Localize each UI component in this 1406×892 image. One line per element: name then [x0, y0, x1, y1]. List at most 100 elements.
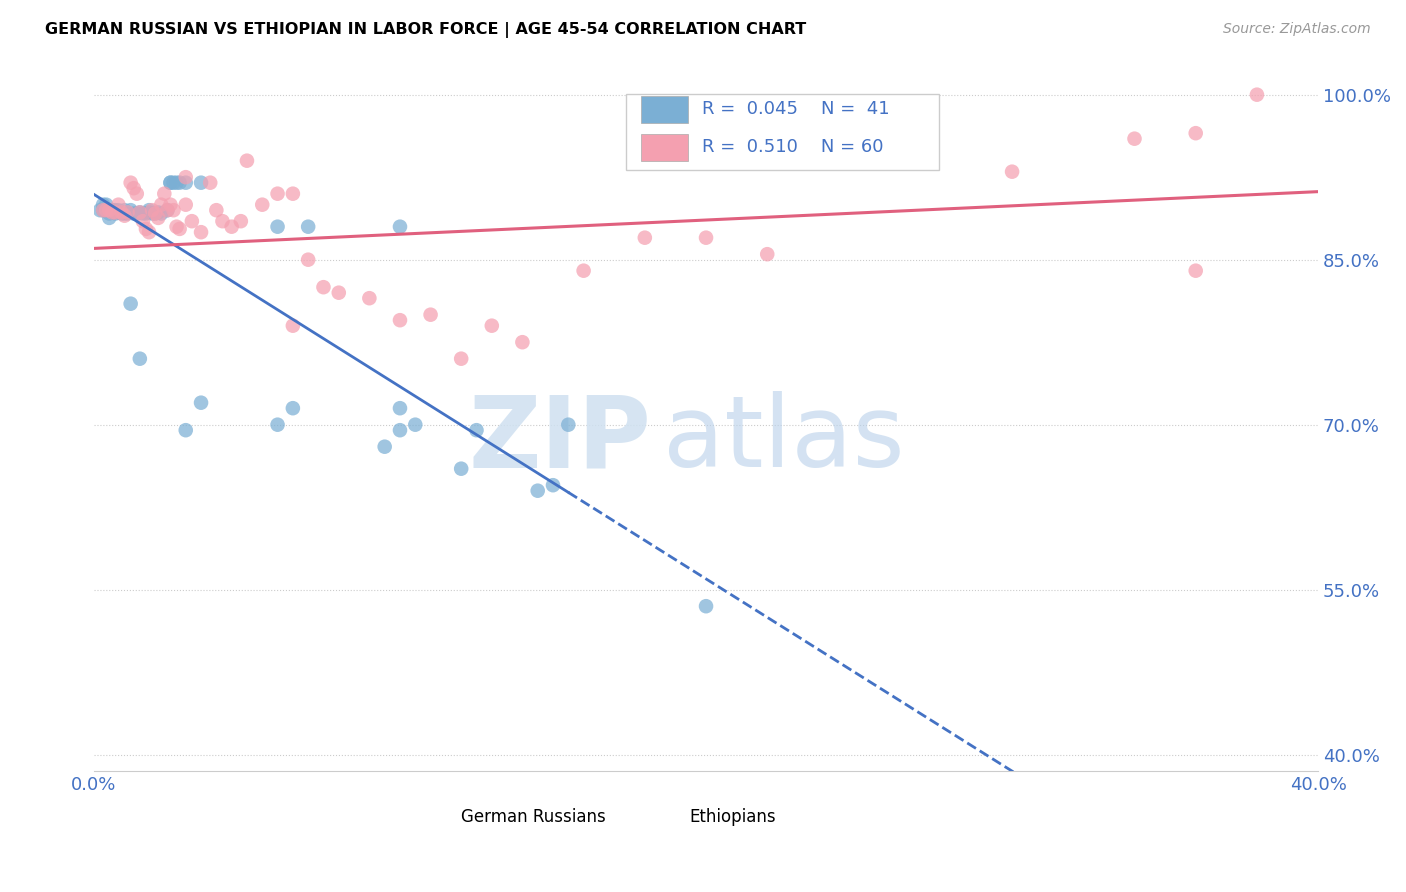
Point [166, 176, 188, 190]
Point [117, 205, 139, 219]
Point [695, 230, 717, 244]
FancyBboxPatch shape [655, 806, 682, 827]
Point [169, 176, 191, 190]
Point [128, 205, 150, 219]
Point [98, 203, 121, 218]
Point [107, 203, 129, 218]
Point [143, 206, 166, 220]
Text: R =  0.045    N =  41: R = 0.045 N = 41 [703, 101, 890, 119]
Text: GERMAN RUSSIAN VS ETHIOPIAN IN LABOR FORCE | AGE 45-54 CORRELATION CHART: GERMAN RUSSIAN VS ETHIOPIAN IN LABOR FOR… [45, 22, 806, 38]
Point [450, 351, 472, 366]
Point [101, 205, 124, 219]
Point [236, 153, 259, 168]
Point [138, 203, 160, 218]
Point [132, 206, 155, 220]
Point [756, 247, 779, 261]
Point [1184, 126, 1206, 140]
Point [98, 203, 121, 218]
Point [328, 285, 350, 300]
Point [141, 206, 163, 220]
Text: ZIP: ZIP [468, 392, 651, 488]
Point [138, 225, 160, 239]
Point [135, 206, 157, 220]
Point [107, 205, 129, 219]
Point [252, 197, 274, 211]
Point [419, 308, 441, 322]
Point [312, 280, 335, 294]
Point [266, 417, 288, 432]
Point [174, 197, 197, 211]
Point [91, 197, 114, 211]
FancyBboxPatch shape [427, 806, 454, 827]
Point [153, 186, 176, 201]
Point [110, 205, 132, 219]
Point [205, 203, 228, 218]
Point [114, 206, 136, 220]
Text: German Russians: German Russians [461, 807, 606, 826]
Point [481, 318, 503, 333]
Point [96, 197, 118, 211]
Point [526, 483, 548, 498]
Point [465, 423, 488, 437]
Point [266, 219, 288, 234]
Point [1184, 263, 1206, 277]
Point [120, 176, 142, 190]
Point [174, 423, 197, 437]
Point [125, 206, 148, 220]
Point [229, 214, 252, 228]
Point [180, 214, 202, 228]
Point [162, 203, 184, 218]
Point [104, 203, 127, 218]
Point [120, 203, 142, 218]
Point [122, 206, 145, 220]
Text: Ethiopians: Ethiopians [689, 807, 776, 826]
Point [156, 203, 179, 218]
Point [572, 263, 595, 277]
Point [91, 203, 114, 218]
Point [211, 214, 233, 228]
Point [138, 205, 160, 219]
Point [174, 176, 197, 190]
Point [190, 395, 212, 409]
Point [122, 181, 145, 195]
Point [114, 209, 136, 223]
Point [557, 417, 579, 432]
Point [404, 417, 426, 432]
Point [174, 170, 197, 185]
Point [110, 206, 132, 220]
Point [266, 186, 288, 201]
Point [101, 203, 124, 218]
Point [135, 222, 157, 236]
Point [141, 203, 163, 218]
Point [450, 461, 472, 475]
Point [388, 423, 411, 437]
Point [117, 206, 139, 220]
FancyBboxPatch shape [627, 94, 939, 169]
Point [879, 143, 901, 157]
Point [169, 222, 191, 236]
Point [297, 252, 319, 267]
Point [150, 197, 173, 211]
Point [96, 203, 118, 218]
Point [125, 186, 148, 201]
Point [221, 219, 243, 234]
Point [297, 219, 319, 234]
Point [159, 176, 181, 190]
Point [91, 203, 114, 218]
Point [148, 205, 170, 219]
Point [120, 296, 142, 310]
Point [162, 176, 184, 190]
Point [107, 197, 129, 211]
FancyBboxPatch shape [641, 134, 688, 161]
Point [166, 219, 188, 234]
Point [281, 186, 304, 201]
Point [281, 318, 304, 333]
Point [190, 176, 212, 190]
Point [98, 211, 121, 225]
Point [388, 219, 411, 234]
Point [150, 206, 173, 220]
Text: atlas: atlas [664, 392, 905, 488]
Point [359, 291, 381, 305]
Point [96, 203, 118, 218]
Point [104, 205, 127, 219]
